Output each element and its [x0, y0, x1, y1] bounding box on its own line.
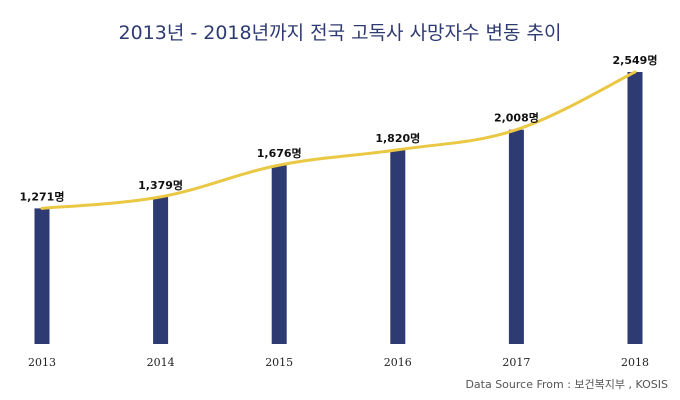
- bar-2015: [271, 165, 287, 344]
- bar-2018: [627, 72, 643, 344]
- bar-2013: [34, 208, 50, 344]
- value-label-2013: 1,271명: [20, 189, 65, 203]
- x-tick-2018: 2018: [621, 356, 649, 369]
- bar-2016: [390, 149, 406, 344]
- value-label-2018: 2,549명: [613, 53, 658, 67]
- x-tick-2015: 2015: [265, 356, 293, 369]
- value-label-2014: 1,379명: [138, 178, 183, 192]
- value-label-2015: 1,676명: [257, 146, 302, 160]
- x-tick-group: 2013 2014 2015 2016 2017 2018: [28, 356, 649, 369]
- bar-2017: [508, 129, 524, 344]
- value-label-2016: 1,820명: [375, 131, 420, 145]
- x-tick-2017: 2017: [502, 356, 530, 369]
- trend-line: [40, 70, 637, 210]
- x-tick-2016: 2016: [384, 356, 412, 369]
- trend-line-group: [40, 70, 637, 210]
- x-tick-2013: 2013: [28, 356, 56, 369]
- data-source-note: Data Source From : 보건복지부 , KOSIS: [465, 378, 668, 391]
- bar-2014: [153, 196, 169, 344]
- value-label-2017: 2,008명: [494, 111, 539, 125]
- bar-group: [34, 72, 643, 344]
- chart-title: 2013년 - 2018년까지 전국 고독사 사망자수 변동 추이: [118, 22, 562, 44]
- x-tick-2014: 2014: [147, 356, 175, 369]
- value-label-group: 1,271명 1,379명 1,676명 1,820명 2,008명 2,549명: [20, 53, 658, 203]
